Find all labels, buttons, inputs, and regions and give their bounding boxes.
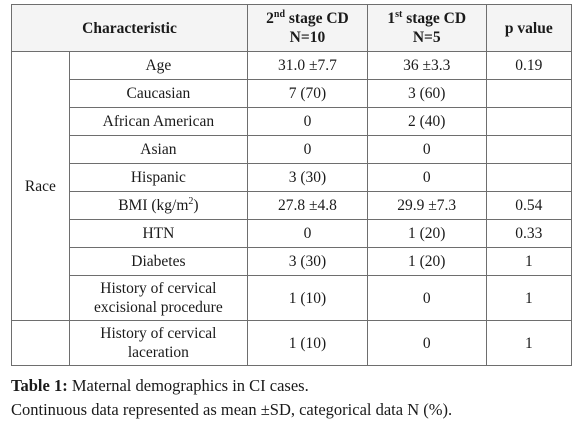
cell-p-value	[485, 79, 572, 108]
header-first-stage-n: N=5	[412, 29, 441, 46]
cell-first-stage: 0	[366, 275, 487, 321]
demographics-table: Characteristic 2nd stage CD N=10 1st sta…	[10, 4, 572, 366]
cell-second-stage: 1 (10)	[247, 320, 368, 366]
cell-first-stage: 1 (20)	[366, 219, 487, 248]
row-label-line2: excisional procedure	[94, 299, 223, 316]
table-row: Asian 0 0	[12, 135, 572, 164]
table-row: Caucasian 7 (70) 3 (60)	[12, 79, 572, 108]
table-row: History of cervical excisional procedure …	[12, 275, 572, 321]
header-p-value: p value	[485, 4, 572, 52]
row-label: Asian	[68, 135, 249, 164]
cell-p-value: 0.54	[485, 191, 572, 220]
cell-second-stage: 0	[247, 219, 368, 248]
caption-title-line: Table 1: Maternal demographics in CI cas…	[11, 374, 567, 398]
cell-first-stage: 29.9 ±7.3	[366, 191, 487, 220]
row-label: African American	[68, 107, 249, 136]
cell-p-value	[485, 107, 572, 136]
cell-first-stage: 0	[366, 320, 487, 366]
cell-second-stage: 0	[247, 107, 368, 136]
row-label-line1: History of cervical	[100, 325, 217, 342]
caption-note: Continuous data represented as mean ±SD,…	[11, 400, 453, 419]
table-row: Diabetes 3 (30) 1 (20) 1	[12, 247, 572, 276]
table-caption: Table 1: Maternal demographics in CI cas…	[11, 374, 567, 422]
caption-title: Maternal demographics in CI cases.	[67, 376, 309, 395]
table-row: Hispanic 3 (30) 0	[12, 163, 572, 192]
header-row: Characteristic 2nd stage CD N=10 1st sta…	[10, 4, 572, 52]
cell-p-value: 1	[485, 247, 572, 276]
header-second-stage-text: stage CD	[285, 10, 349, 27]
table-row: HTN 0 1 (20) 0.33	[12, 219, 572, 248]
cell-p-value: 0.33	[485, 219, 572, 248]
cell-first-stage: 36 ±3.3	[366, 51, 487, 80]
cell-first-stage: 1 (20)	[366, 247, 487, 276]
cell-second-stage: 0	[247, 135, 368, 164]
table-row: BMI (kg/m2) 27.8 ±4.8 29.9 ±7.3 0.54	[12, 191, 572, 220]
table-row: History of cervical laceration 1 (10) 0 1	[11, 320, 572, 366]
cell-second-stage: 7 (70)	[247, 79, 368, 108]
row-label-line2: laceration	[127, 344, 189, 361]
row-label: Diabetes	[68, 247, 249, 276]
group-label-empty	[11, 320, 70, 366]
table-row: African American 0 2 (40)	[12, 107, 572, 136]
cell-p-value	[485, 135, 572, 164]
cell-p-value	[485, 163, 572, 192]
cell-first-stage: 0	[366, 135, 487, 164]
cell-second-stage: 27.8 ±4.8	[247, 191, 368, 220]
row-label: Hispanic	[68, 163, 249, 192]
row-label: History of cervical laceration	[68, 320, 249, 366]
cell-second-stage: 31.0 ±7.7	[247, 51, 368, 80]
cell-first-stage: 2 (40)	[366, 107, 487, 136]
row-label-line1: History of cervical	[100, 280, 217, 297]
cell-second-stage: 1 (10)	[247, 275, 368, 321]
cell-p-value: 0.19	[485, 51, 572, 80]
cell-first-stage: 0	[366, 163, 487, 192]
row-label: Caucasian	[68, 79, 249, 108]
row-label: History of cervical excisional procedure	[68, 275, 249, 321]
table-row: Race Age 31.0 ±7.7 36 ±3.3 0.19	[11, 51, 572, 321]
header-first-stage: 1st stage CD N=5	[366, 4, 487, 52]
header-first-stage-sup: st	[395, 8, 403, 20]
row-label: HTN	[68, 219, 249, 248]
row-label: BMI (kg/m2)	[68, 191, 249, 220]
cell-second-stage: 3 (30)	[247, 247, 368, 276]
group-label-race: Race	[11, 51, 70, 321]
row-label-sup: 2	[188, 195, 194, 207]
header-second-stage: 2nd stage CD N=10	[247, 4, 368, 52]
header-second-stage-num: 2	[266, 10, 274, 27]
row-label-text: BMI (kg/m	[118, 197, 189, 214]
row-label-close: )	[193, 197, 199, 214]
header-second-stage-sup: nd	[273, 8, 286, 20]
header-characteristic: Characteristic	[10, 4, 249, 52]
caption-label: Table 1:	[11, 376, 68, 395]
cell-first-stage: 3 (60)	[366, 79, 487, 108]
header-first-stage-text: stage CD	[402, 10, 467, 27]
header-second-stage-n: N=10	[289, 29, 326, 46]
row-label: Age	[68, 51, 249, 80]
header-first-stage-num: 1	[387, 10, 396, 27]
cell-second-stage: 3 (30)	[247, 163, 368, 192]
cell-p-value: 1	[485, 275, 572, 321]
cell-p-value: 1	[485, 320, 572, 366]
